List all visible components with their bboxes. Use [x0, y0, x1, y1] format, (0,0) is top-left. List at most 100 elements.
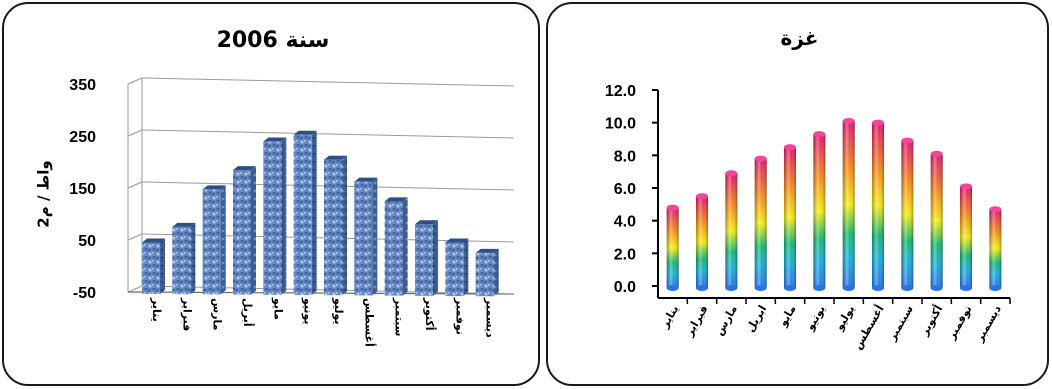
right-bar-cap — [842, 118, 855, 125]
right-y-tick-label: 4.0 — [614, 214, 636, 231]
right-category-label: يناير — [658, 303, 682, 331]
left-bar — [293, 130, 317, 295]
right-bar-base — [989, 285, 1002, 291]
left-bar — [384, 197, 408, 296]
right-bar-base — [696, 285, 708, 291]
right-bar — [696, 193, 708, 291]
right-category-label: أكتوبر — [916, 303, 945, 339]
right-bar-cap — [872, 119, 884, 126]
right-category-label: ابريل — [744, 303, 770, 334]
left-y-tick-label: 350 — [69, 77, 96, 94]
right-bar-cap — [930, 150, 943, 157]
left-bar-top — [172, 222, 196, 227]
left-bar-front — [233, 170, 251, 295]
left-bar — [415, 220, 438, 296]
left-category-label: يونيو — [302, 297, 315, 325]
right-bar-shade — [696, 196, 708, 288]
right-bar-shade — [666, 207, 679, 288]
left-bar-top — [324, 155, 347, 160]
left-bar-side — [190, 222, 196, 295]
left-bar — [445, 238, 469, 296]
left-bar-front — [475, 252, 494, 297]
right-y-tick-label: 12.0 — [605, 83, 636, 100]
left-bar-top — [293, 130, 317, 135]
left-bar-front — [445, 242, 464, 296]
left-bar-front — [293, 134, 312, 295]
left-bar-front — [354, 181, 373, 296]
right-bar-shade — [725, 173, 738, 288]
left-category-label: يناير — [150, 297, 163, 322]
left-category-label: ديسمبر — [484, 297, 497, 338]
left-bar — [354, 177, 378, 296]
left-bar-side — [372, 177, 378, 296]
left-bar-side — [463, 238, 469, 296]
right-bar-shade — [872, 122, 884, 289]
left-bar-side — [402, 197, 408, 296]
left-bar-top — [354, 177, 378, 182]
right-chart-plot: 12.0 10.0 8.0 6.0 4.0 2.0 0.0 يناير فبراير مارس ا… — [605, 83, 1011, 352]
left-bar-top — [142, 238, 165, 243]
right-bar-base — [666, 285, 679, 291]
right-bar-cap — [813, 131, 826, 138]
left-category-label: مارس — [211, 298, 224, 330]
right-bar-cap — [666, 204, 679, 211]
right-category-label: يونيو — [803, 303, 828, 333]
right-bar-shade — [842, 121, 855, 289]
left-category-label: أبريل — [241, 298, 255, 327]
right-bar-base — [901, 285, 914, 291]
left-gridline — [141, 129, 515, 139]
right-bar — [901, 137, 914, 291]
right-category-label: مارس — [712, 303, 739, 338]
right-bar-cap — [901, 137, 914, 144]
left-bar — [475, 248, 499, 297]
right-category-label: نوفمبر — [944, 303, 974, 342]
right-bar-shade — [754, 158, 767, 288]
left-bar — [202, 185, 226, 295]
right-bar-cap — [725, 170, 738, 177]
left-bar — [324, 155, 347, 296]
left-bar-front — [172, 226, 191, 295]
left-bar-side — [433, 220, 438, 296]
right-bar-cap — [960, 183, 972, 190]
left-bar-front — [142, 242, 160, 294]
right-bar-shade — [901, 140, 914, 288]
left-gridline — [141, 77, 515, 87]
left-bar-top — [233, 166, 256, 171]
left-bar-side — [281, 137, 287, 295]
right-y-tick-label: 6.0 — [614, 181, 636, 198]
left-y-tick-label: 50 — [78, 233, 96, 250]
left-chart-plot: 350 250 150 50 -50 يناير فبراير مارس أبريل مايو ي… — [69, 77, 515, 347]
left-chart-title: سنة 2006 — [216, 28, 330, 53]
right-bar — [872, 119, 884, 291]
left-category-label: فبراير — [180, 297, 193, 331]
right-bar — [989, 206, 1002, 291]
right-bar — [725, 170, 738, 291]
right-bar-shade — [930, 153, 943, 288]
left-bar-side — [160, 238, 165, 294]
right-bar-base — [842, 285, 855, 291]
right-bar — [754, 155, 767, 291]
left-bar-top — [445, 238, 469, 243]
right-bar — [666, 204, 679, 291]
left-category-label: سبتمبر — [393, 297, 406, 337]
right-bar — [930, 150, 943, 291]
right-bar-shade — [813, 134, 826, 288]
left-category-label: أغسطس — [362, 298, 376, 347]
right-chart-panel: غزة 12.0 10.0 8.0 6.0 4.0 2.0 0.0 يناير فبراير م… — [546, 2, 1049, 386]
right-bar — [813, 131, 826, 291]
left-category-label: يوليو — [332, 297, 345, 325]
right-bar-shade — [784, 147, 796, 288]
left-gridline-depth — [127, 285, 143, 293]
left-y-tick-label: -50 — [73, 285, 96, 302]
left-bar-side — [251, 166, 256, 295]
right-category-label: مايو — [776, 303, 799, 329]
right-bar-base — [725, 285, 738, 291]
left-bar-side — [342, 155, 347, 296]
left-category-label: أكتوبر — [423, 297, 437, 331]
right-bar — [842, 118, 855, 291]
left-bar-top — [384, 197, 408, 202]
right-chart-title: غزة — [780, 26, 819, 50]
right-bar-base — [960, 285, 972, 291]
right-y-tick-label: 8.0 — [614, 148, 636, 165]
left-category-label: نوفمبر — [453, 297, 466, 335]
